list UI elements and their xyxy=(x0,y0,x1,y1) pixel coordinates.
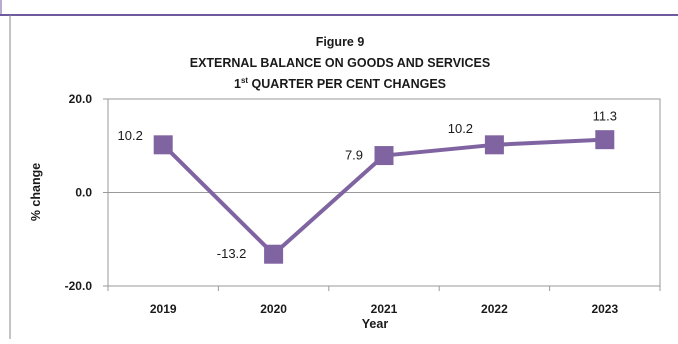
x-tick-label: 2020 xyxy=(260,302,287,316)
x-axis-label: Year xyxy=(362,317,389,331)
data-label: 7.9 xyxy=(345,148,363,163)
labels-layer: 10.2 -13.2 7.9 10.2 11.3 xyxy=(118,109,617,262)
axes-layer: 20.0 0.0 -20.0 2019 2020 2021 2022 2023 xyxy=(65,92,661,316)
subtitle-line2-main: 1 xyxy=(234,77,241,91)
data-label: 10.2 xyxy=(118,128,143,143)
data-point-marker xyxy=(153,135,173,155)
data-point-marker xyxy=(264,244,284,264)
x-tick-label: 2022 xyxy=(481,302,508,316)
data-point-marker xyxy=(595,130,615,150)
x-tick-label: 2023 xyxy=(591,302,618,316)
chart-title: Figure 9 xyxy=(316,35,365,49)
y-tick-label: 20.0 xyxy=(69,92,93,106)
chart-subtitle-line2: 1st QUARTER PER CENT CHANGES xyxy=(234,76,446,91)
x-tick-label: 2021 xyxy=(371,302,398,316)
chart-subtitle-line1: EXTERNAL BALANCE ON GOODS AND SERVICES xyxy=(190,56,491,70)
subtitle-line2-sup: st xyxy=(241,76,248,85)
data-label: 11.3 xyxy=(593,109,617,124)
data-label: -13.2 xyxy=(217,246,247,261)
y-tick-label: 0.0 xyxy=(75,186,92,200)
y-axis-label: % change xyxy=(29,163,43,221)
data-point-marker xyxy=(374,146,394,166)
series-layer xyxy=(153,130,615,264)
data-point-marker xyxy=(484,135,504,155)
x-tick-label: 2019 xyxy=(150,302,177,316)
data-label: 10.2 xyxy=(448,121,473,136)
subtitle-line2-rest: QUARTER PER CENT CHANGES xyxy=(248,77,446,91)
y-tick-label: -20.0 xyxy=(65,279,93,293)
